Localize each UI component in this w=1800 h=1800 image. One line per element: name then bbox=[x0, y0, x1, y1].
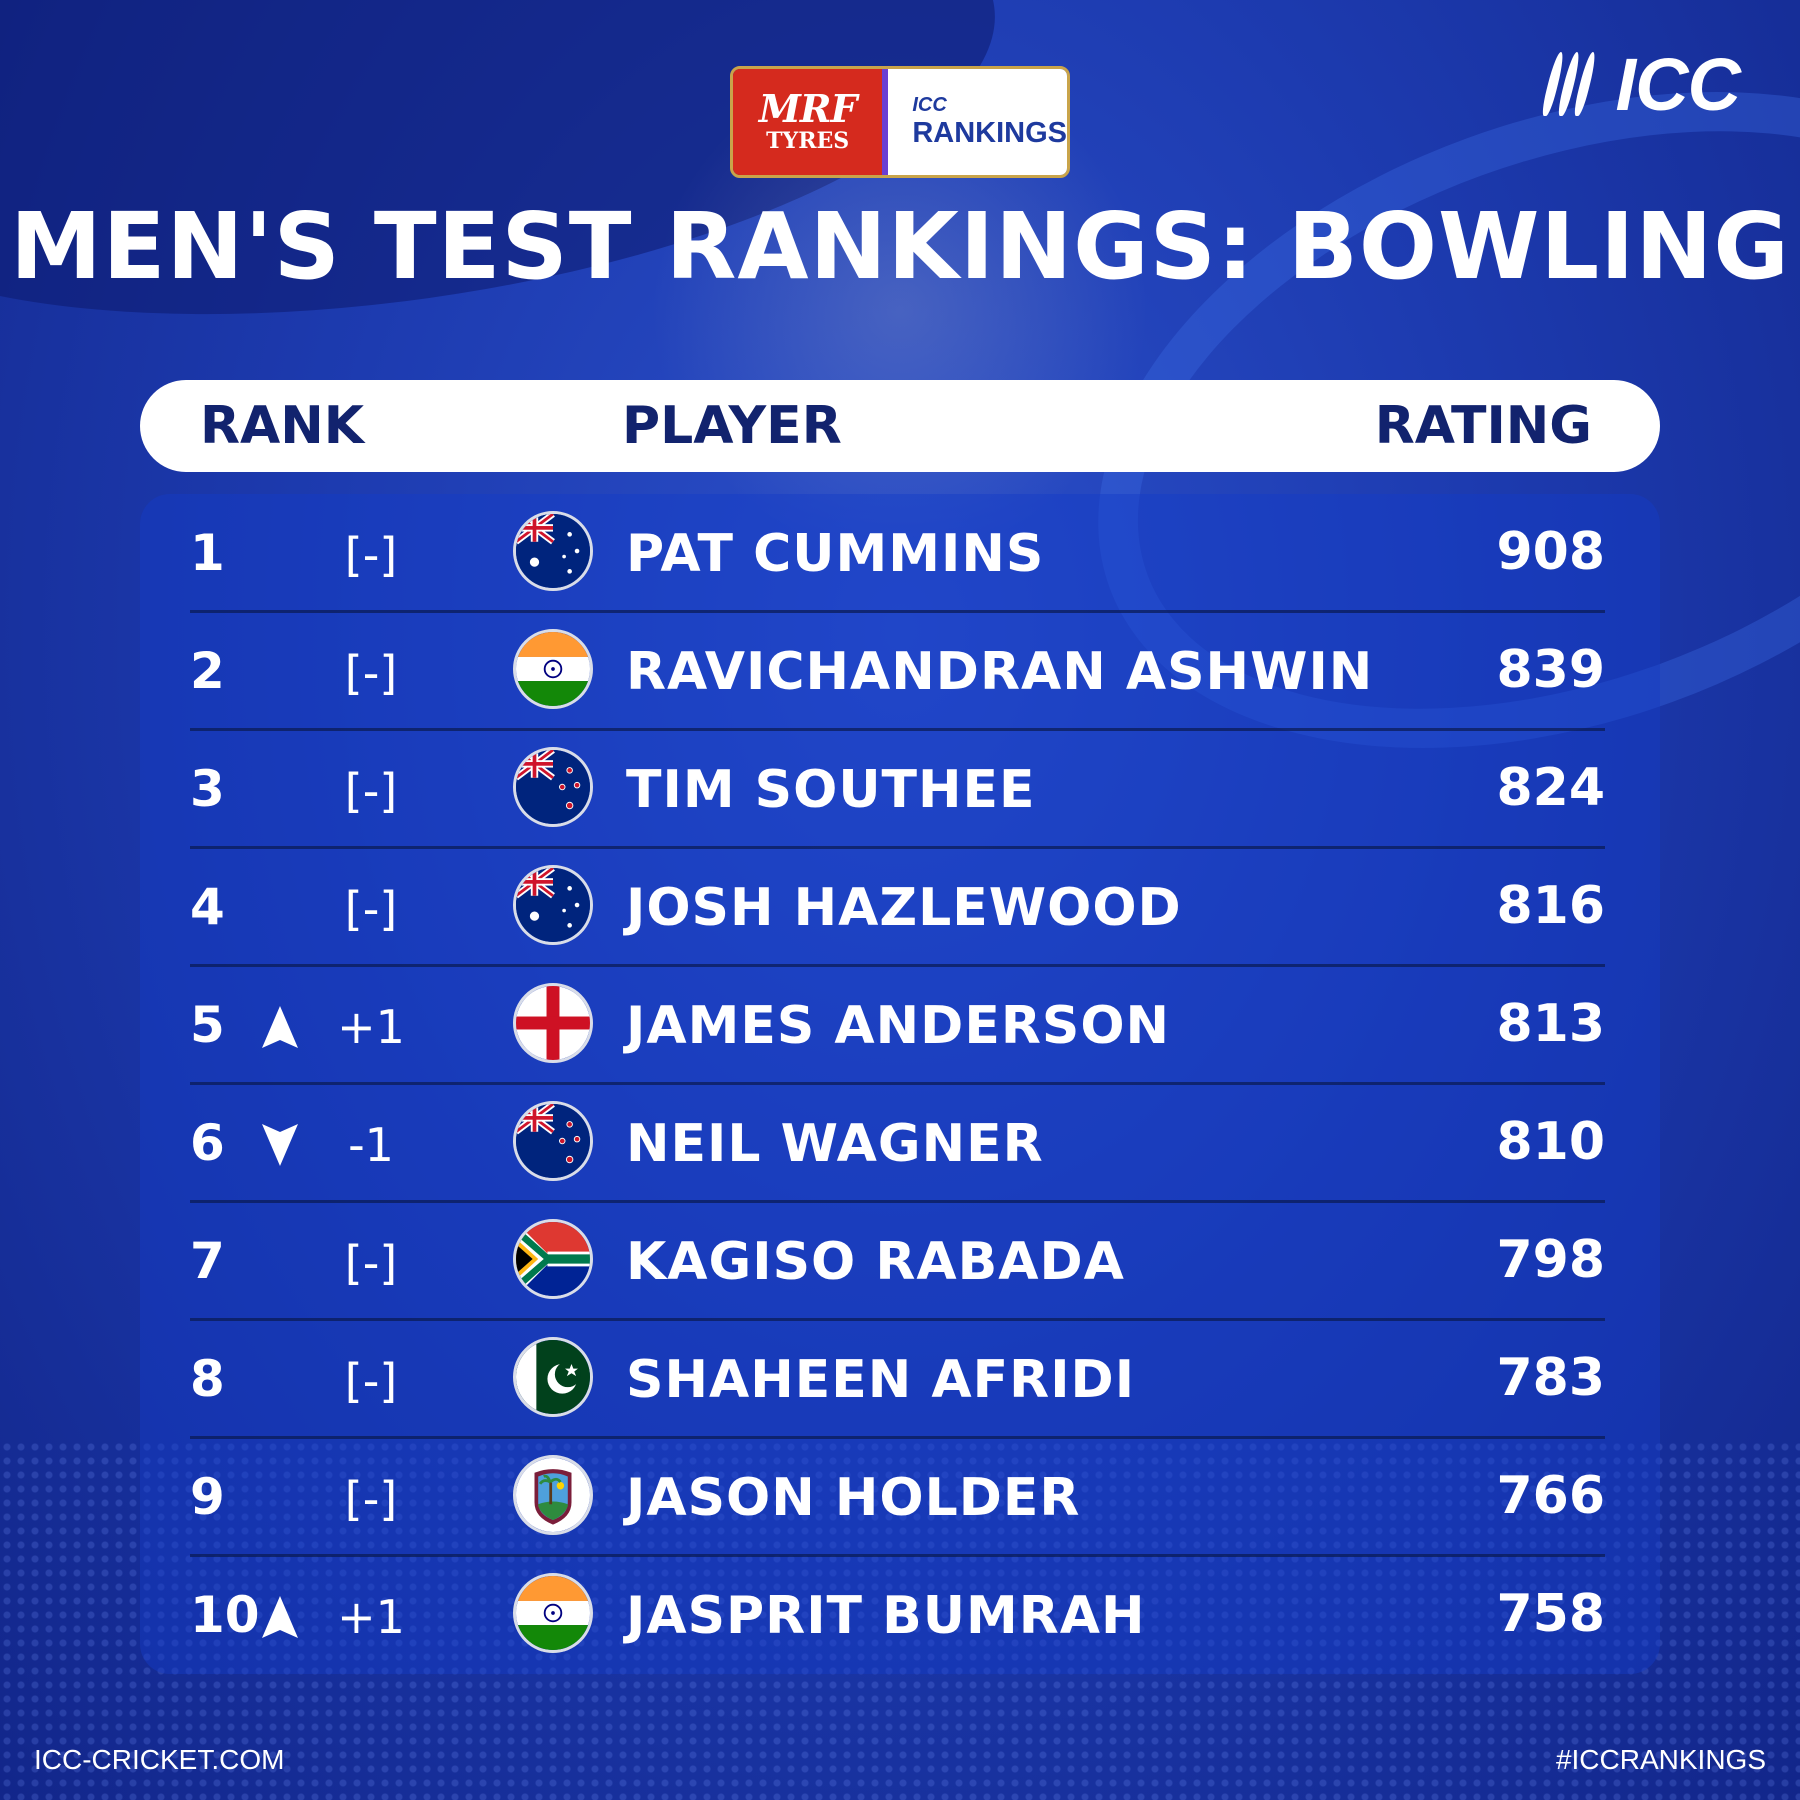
background-wave bbox=[0, 0, 1024, 382]
icc-logo: ICC bbox=[1539, 42, 1741, 126]
england-flag-icon bbox=[513, 983, 593, 1063]
rank-number: 5 bbox=[190, 996, 225, 1054]
player-name: PAT CUMMINS bbox=[626, 524, 1045, 584]
page-title: MEN'S TEST RANKINGS: BOWLING bbox=[10, 193, 1790, 300]
rank-change: [-] bbox=[344, 646, 398, 700]
header-rank: RANK bbox=[200, 396, 365, 456]
rank-change: [-] bbox=[344, 882, 398, 936]
mrf-logo-text: MRF bbox=[758, 85, 858, 131]
ranking-row: 10 +1 JASPRIT BUMRAH 758 bbox=[190, 1558, 1605, 1675]
rank-change: [-] bbox=[344, 528, 398, 582]
player-rating: 839 bbox=[1496, 640, 1605, 700]
rank-change: [-] bbox=[344, 764, 398, 818]
mrf-tyres-logo: MRF TYRES bbox=[733, 69, 883, 175]
new-zealand-flag-icon bbox=[513, 1101, 593, 1181]
rank-change: -1 bbox=[348, 1118, 394, 1172]
player-name: RAVICHANDRAN ASHWIN bbox=[626, 642, 1374, 702]
player-rating: 816 bbox=[1496, 876, 1605, 936]
india-flag-icon bbox=[513, 1573, 593, 1653]
rank-number: 4 bbox=[190, 878, 225, 936]
rank-change: [-] bbox=[344, 1354, 398, 1408]
india-flag-icon bbox=[513, 629, 593, 709]
icc-logo-text: ICC bbox=[1615, 42, 1741, 126]
player-rating: 824 bbox=[1496, 758, 1605, 818]
australia-flag-icon bbox=[513, 511, 593, 591]
player-rating: 908 bbox=[1496, 522, 1605, 582]
arrow-down-icon bbox=[260, 1122, 300, 1168]
icc-stumps-icon bbox=[1539, 48, 1606, 120]
player-name: NEIL WAGNER bbox=[626, 1114, 1044, 1174]
rank-number: 2 bbox=[190, 642, 225, 700]
ranking-row: 8 [-] SHAHEEN AFRIDI 783 bbox=[190, 1322, 1605, 1439]
badge-icc-text: ICC bbox=[912, 94, 947, 116]
ranking-row: 6 -1 NEIL WAGNER 810 bbox=[190, 1086, 1605, 1203]
arrow-up-icon bbox=[260, 1004, 300, 1050]
player-name: JASON HOLDER bbox=[626, 1468, 1081, 1528]
rank-number: 3 bbox=[190, 760, 225, 818]
ranking-row: 7 [-] KAGISO RABADA 798 bbox=[190, 1204, 1605, 1321]
rank-number: 1 bbox=[190, 524, 225, 582]
player-rating: 798 bbox=[1496, 1230, 1605, 1290]
south-africa-flag-icon bbox=[513, 1219, 593, 1299]
ranking-row: 2 [-] RAVICHANDRAN ASHWIN 839 bbox=[190, 614, 1605, 731]
australia-flag-icon bbox=[513, 865, 593, 945]
player-rating: 766 bbox=[1496, 1466, 1605, 1526]
ranking-row: 5 +1 JAMES ANDERSON 813 bbox=[190, 968, 1605, 1085]
pakistan-flag-icon bbox=[513, 1337, 593, 1417]
player-rating: 810 bbox=[1496, 1112, 1605, 1172]
rankings-table: 1 [-] PAT CUMMINS 908 2 [-] RAVICHANDRAN ASHWI… bbox=[140, 494, 1660, 1674]
ranking-row: 4 [-] JOSH HAZLEWOOD 816 bbox=[190, 850, 1605, 967]
rank-number: 10 bbox=[190, 1586, 260, 1644]
player-name: JOSH HAZLEWOOD bbox=[626, 878, 1182, 938]
badge-rankings-text: RANKINGS bbox=[912, 117, 1067, 149]
rank-change: +1 bbox=[337, 1000, 405, 1054]
sponsor-logo: MRF TYRES ICC RANKINGS bbox=[730, 66, 1070, 178]
player-name: KAGISO RABADA bbox=[626, 1232, 1125, 1292]
new-zealand-flag-icon bbox=[513, 747, 593, 827]
rank-change: +1 bbox=[337, 1590, 405, 1644]
ranking-row: 9 [-] JASON HOLDER 766 bbox=[190, 1440, 1605, 1557]
header-player: PLAYER bbox=[622, 396, 842, 456]
rank-change: [-] bbox=[344, 1236, 398, 1290]
player-name: SHAHEEN AFRIDI bbox=[626, 1350, 1136, 1410]
rank-number: 9 bbox=[190, 1468, 225, 1526]
player-name: JAMES ANDERSON bbox=[626, 996, 1171, 1056]
player-name: JASPRIT BUMRAH bbox=[626, 1586, 1146, 1646]
rank-number: 7 bbox=[190, 1232, 225, 1290]
west-indies-flag-icon bbox=[513, 1455, 593, 1535]
arrow-up-icon bbox=[260, 1594, 300, 1640]
rank-change: [-] bbox=[344, 1472, 398, 1526]
header-rating: RATING bbox=[1374, 396, 1592, 456]
footer-website: ICC-CRICKET.COM bbox=[34, 1744, 285, 1775]
icc-rankings-badge: ICC RANKINGS bbox=[882, 69, 1067, 175]
ranking-row: 1 [-] PAT CUMMINS 908 bbox=[190, 496, 1605, 613]
player-rating: 783 bbox=[1496, 1348, 1605, 1408]
player-rating: 758 bbox=[1496, 1584, 1605, 1644]
rank-number: 8 bbox=[190, 1350, 225, 1408]
table-header: RANK PLAYER RATING bbox=[140, 380, 1660, 472]
player-rating: 813 bbox=[1496, 994, 1605, 1054]
rank-number: 6 bbox=[190, 1114, 225, 1172]
player-name: TIM SOUTHEE bbox=[626, 760, 1036, 820]
ranking-row: 3 [-] TIM SOUTHEE 824 bbox=[190, 732, 1605, 849]
tyres-logo-text: TYRES bbox=[766, 127, 850, 154]
footer-hashtag: #ICCRANKINGS bbox=[1555, 1744, 1766, 1775]
